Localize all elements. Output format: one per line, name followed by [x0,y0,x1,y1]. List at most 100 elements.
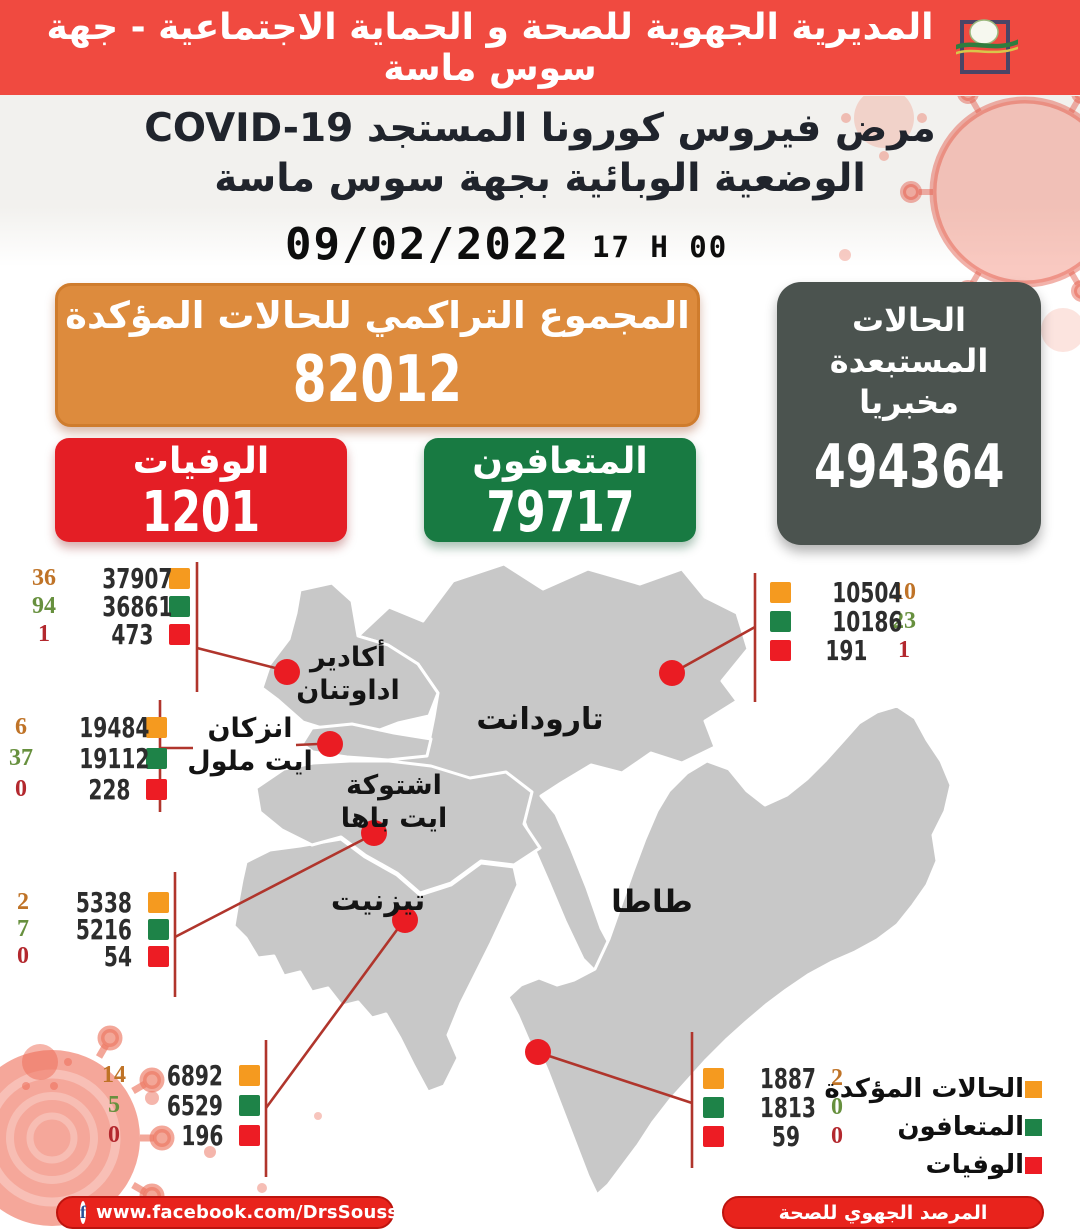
map-province-tata [506,704,953,1197]
stat-row-confirmed: 6 19484 [0,711,167,744]
confirmed-square-icon [239,1064,260,1086]
new-confirmed-count: 14 [102,1061,126,1088]
deaths-square-icon [148,946,169,967]
map-label-chtouka: اشتوكة ايت باها [340,770,448,834]
stat-row-confirmed: 1887 2 [703,1062,858,1095]
stat-row-deaths: 0 196 [93,1119,260,1152]
stat-row-recovered: 94 36861 [23,589,190,623]
confirmed-total: 10504 [832,576,903,609]
stat-row-confirmed: 36 37907 [23,561,190,595]
page-title-line2: الوضعية الوبائية بجهة سوس ماسة [214,156,866,201]
facebook-icon: f [80,1201,86,1224]
stat-row-recovered: 5 6529 [93,1088,260,1122]
recovered-square-icon [703,1097,724,1118]
card-excluded-value: 494364 [813,432,1005,502]
card-recovered-label: المتعافون [472,441,648,482]
new-recovered-count: 0 [831,1094,843,1120]
new-deaths-count: 0 [17,943,29,969]
confirmed-total: 37907 [102,561,173,595]
virus-decoration-bottom-left [0,1025,322,1226]
stat-row-confirmed: 14 6892 [93,1059,260,1092]
stat-row-confirmed: 10504 10 [770,576,925,609]
report-date: 09/02/2022 [285,219,570,270]
deaths-total: 54 [103,940,132,973]
new-deaths-count: 0 [108,1121,120,1148]
deaths-total: 59 [771,1120,800,1153]
recovered-total: 10186 [832,605,903,638]
header-title: المديرية الجهوية للصحة و الحماية الاجتما… [46,6,934,89]
new-confirmed-count: 10 [892,579,916,605]
map-label-tata: طاطا [611,884,693,920]
stat-row-recovered: 7 5216 [2,913,169,946]
map-dot-chtouka [361,820,387,846]
card-deaths-value: 1201 [141,480,261,545]
legend-recovered-label: المتعافون [897,1112,1024,1142]
recovered-total: 36861 [102,589,173,623]
observatory-badge[interactable]: المرصد الجهوي للصحة [722,1196,1044,1229]
legend-confirmed-square-icon [1025,1080,1042,1098]
legend-deaths-label: الوفيات [925,1150,1024,1180]
recovered-total: 5216 [75,913,132,946]
stats-block-agadir: 36 37907 94 36861 1 473 [23,561,190,651]
page-title-line1: مرض فيروس كورونا المستجد COVID-19 [144,106,936,151]
legend-deaths-square-icon [1025,1156,1042,1174]
recovered-total: 6529 [166,1088,223,1122]
deaths-total: 228 [87,773,130,806]
title-band-fade [0,207,1080,267]
title-band [0,95,1080,207]
stats-block-tata: 1887 2 1813 0 59 0 [703,1062,858,1153]
new-deaths-count: 1 [38,620,50,647]
facebook-link[interactable]: f www.facebook.com/DrsSoussMassa/ [56,1196,470,1229]
map-dot-inezgane [317,731,343,757]
card-confirmed-label: المجموع التراكمي للحالات المؤكدة [65,294,690,337]
confirmed-total: 5338 [75,886,132,919]
map-province-tiznit [232,837,520,1094]
deaths-square-icon [703,1126,724,1147]
map-dot-taroudant [659,660,685,686]
new-confirmed-count: 2 [831,1065,843,1091]
recovered-square-icon [239,1094,260,1116]
header-bar: المديرية الجهوية للصحة و الحماية الاجتما… [0,0,1080,95]
map-label-tiznit: تيزنيت [330,883,426,917]
card-recovered-value: 79717 [485,480,635,545]
confirmed-total: 1887 [759,1062,816,1095]
deaths-square-icon [146,779,167,800]
stat-row-deaths: 0 54 [2,940,169,973]
recovered-square-icon [169,595,190,617]
card-deaths: الوفيات 1201 [55,438,347,542]
stats-block-taroudant: 10504 10 10186 23 191 1 [770,576,925,667]
legend-confirmed-label: الحالات المؤكدة [824,1074,1024,1104]
card-excluded-label-line1: الحالات [851,301,967,339]
map-label-inezgane: انزكان ايت ملول [187,713,313,777]
map-dots [274,659,685,1065]
new-confirmed-count: 6 [15,714,27,740]
card-confirmed-value: 82012 [292,343,463,417]
stats-block-chtouka: 2 5338 7 5216 0 54 [2,886,169,973]
stat-row-deaths: 0 228 [0,773,167,806]
stat-row-recovered: 10186 23 [770,605,925,638]
deaths-square-icon [169,623,190,645]
new-recovered-count: 94 [32,592,56,619]
new-deaths-count: 0 [15,776,27,802]
new-deaths-count: 1 [898,637,910,663]
recovered-square-icon [148,919,169,940]
card-recovered: المتعافون 79717 [424,438,696,542]
stat-row-deaths: 191 1 [770,634,925,667]
stats-block-tiznit: 14 6892 5 6529 0 196 [93,1059,260,1152]
map-label-agadir: أكادير اداوتنان [296,642,400,706]
recovered-square-icon [770,611,791,632]
stat-row-deaths: 1 473 [23,617,190,651]
legend-row-deaths: الوفيات [925,1146,1042,1184]
report-time: 17 H 00 [592,230,729,264]
map-label-taroudant: تارودانت [476,702,604,737]
card-confirmed-total: المجموع التراكمي للحالات المؤكدة 82012 [55,283,700,427]
confirmed-total: 19484 [79,711,150,744]
new-recovered-count: 5 [108,1091,120,1118]
deaths-square-icon [770,640,791,661]
region-map [232,562,953,1197]
confirmed-square-icon [169,567,190,589]
deaths-total: 473 [110,617,153,651]
deaths-total: 191 [824,634,867,667]
card-excluded-label-line3: مخبريا [859,383,959,421]
